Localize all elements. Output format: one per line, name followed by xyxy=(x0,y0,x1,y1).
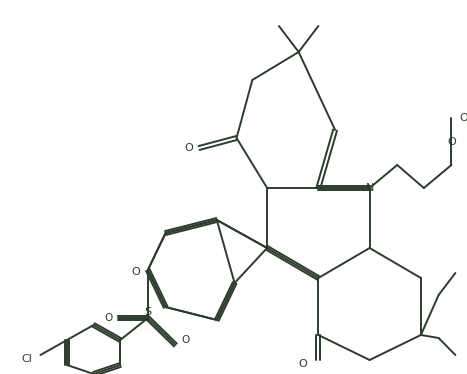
Text: Cl: Cl xyxy=(21,354,33,364)
Text: O: O xyxy=(181,335,190,345)
Text: O: O xyxy=(447,137,456,147)
Text: O: O xyxy=(185,143,194,153)
Text: N: N xyxy=(366,183,374,193)
Text: S: S xyxy=(144,307,151,317)
Text: O: O xyxy=(298,359,307,369)
Text: O: O xyxy=(132,267,141,277)
Text: O: O xyxy=(104,313,113,323)
Text: O: O xyxy=(459,113,467,123)
